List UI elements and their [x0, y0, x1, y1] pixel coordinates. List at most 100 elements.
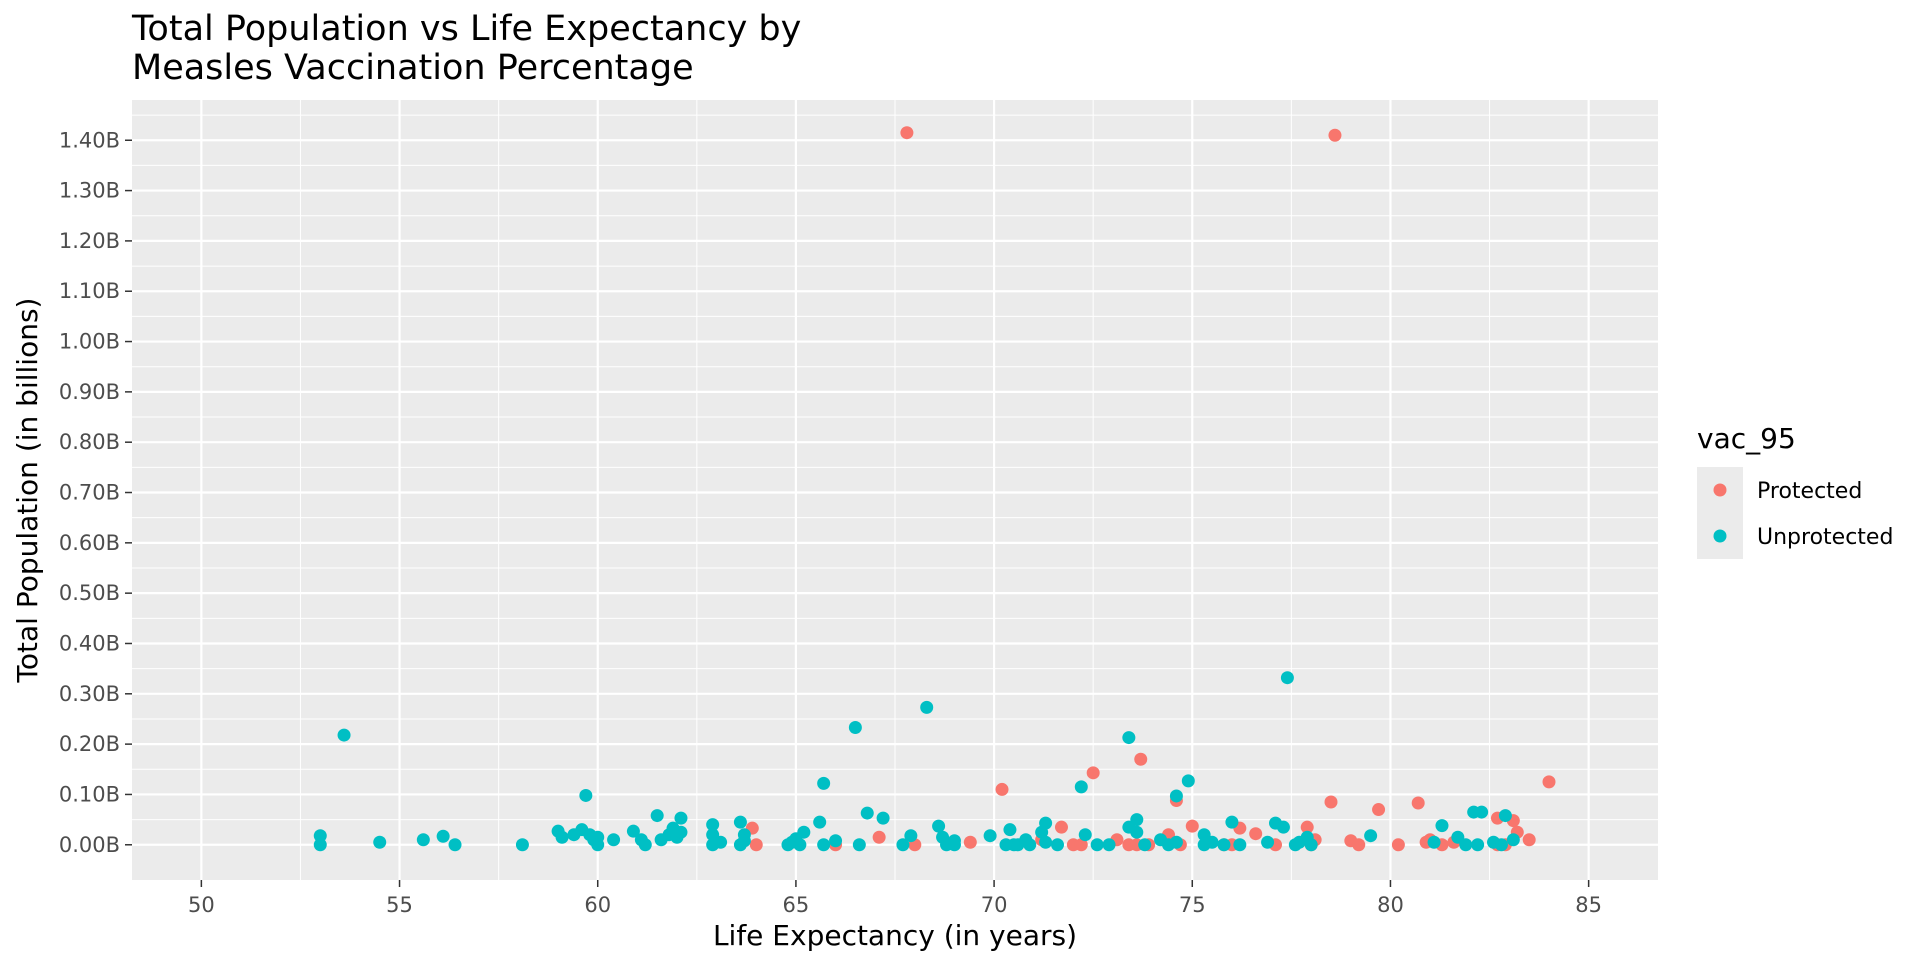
point-unprotected-0: [337, 728, 351, 742]
major-gridlines: [132, 100, 1658, 880]
point-unprotected-106: [1498, 809, 1512, 823]
y-tick-label-3: 0.30B: [59, 682, 120, 706]
point-unprotected-1: [313, 829, 327, 843]
point-protected-11: [1054, 820, 1068, 834]
point-unprotected-31: [714, 835, 728, 849]
point-unprotected-49: [896, 838, 910, 852]
point-protected-36: [1352, 838, 1366, 852]
point-protected-10: [1185, 819, 1199, 833]
x-tick-label-6: 80: [1377, 893, 1404, 917]
x-tick-label-2: 60: [584, 893, 611, 917]
point-unprotected-42: [817, 776, 831, 790]
point-unprotected-9: [555, 830, 569, 844]
point-unprotected-16: [591, 838, 605, 852]
point-protected-17: [872, 830, 886, 844]
y-tick-label-8: 0.80B: [59, 430, 120, 454]
point-unprotected-105: [1494, 838, 1508, 852]
point-unprotected-21: [650, 809, 664, 823]
y-tick-label-10: 1.00B: [59, 330, 120, 354]
x-tick-label-0: 50: [188, 893, 215, 917]
point-unprotected-85: [1217, 838, 1231, 852]
point-unprotected-87: [1233, 838, 1247, 852]
point-protected-37: [1391, 838, 1405, 852]
point-protected-44: [1522, 833, 1536, 847]
point-unprotected-66: [1039, 835, 1053, 849]
point-unprotected-12: [579, 788, 593, 802]
chart-title: Total Population vs Life Expectancy by M…: [131, 9, 801, 88]
y-tick-label-1: 0.10B: [59, 782, 120, 806]
point-unprotected-103: [1471, 838, 1485, 852]
legend: vac_95 Protected Unprotected: [1697, 422, 1893, 559]
point-unprotected-17: [607, 833, 621, 847]
point-unprotected-52: [932, 819, 946, 833]
x-tick-label-7: 85: [1575, 893, 1602, 917]
y-tick-label-0: 0.00B: [59, 833, 120, 857]
point-unprotected-48: [876, 811, 890, 825]
y-tick-label-6: 0.60B: [59, 531, 120, 555]
point-unprotected-72: [1122, 731, 1136, 745]
point-unprotected-74: [1130, 825, 1144, 839]
point-unprotected-84: [1205, 835, 1219, 849]
legend-key-unprotected: [1713, 529, 1727, 543]
point-unprotected-68: [1074, 780, 1088, 794]
x-tick-label-5: 75: [1179, 893, 1206, 917]
y-tick-label-7: 0.70B: [59, 481, 120, 505]
point-protected-1: [1328, 128, 1342, 142]
point-unprotected-26: [674, 811, 688, 825]
point-unprotected-71: [1102, 838, 1116, 852]
point-unprotected-6: [448, 838, 462, 852]
y-tick-label-12: 1.20B: [59, 229, 120, 253]
point-unprotected-86: [1225, 815, 1239, 829]
y-tick-label-14: 1.40B: [59, 128, 120, 152]
y-axis-title: Total Population (in billions): [11, 298, 44, 684]
point-unprotected-75: [1130, 813, 1144, 827]
point-unprotected-51: [920, 700, 934, 714]
point-unprotected-88: [1261, 835, 1275, 849]
point-protected-5: [995, 782, 1009, 796]
point-protected-18: [1249, 827, 1263, 841]
point-unprotected-56: [947, 838, 961, 852]
point-unprotected-32: [733, 815, 747, 829]
point-protected-22: [963, 835, 977, 849]
legend-label-unprotected: Unprotected: [1757, 525, 1893, 550]
y-tick-label-5: 0.50B: [59, 581, 120, 605]
point-unprotected-5: [436, 829, 450, 843]
point-unprotected-28: [706, 818, 720, 832]
point-unprotected-59: [1003, 823, 1017, 837]
point-unprotected-81: [1181, 774, 1195, 788]
point-unprotected-80: [1169, 835, 1183, 849]
point-protected-4: [1086, 766, 1100, 780]
legend-title: vac_95: [1697, 422, 1796, 455]
y-tick-label-4: 0.40B: [59, 631, 120, 655]
point-protected-8: [1372, 803, 1386, 817]
legend-key-background: [1697, 467, 1743, 559]
point-unprotected-70: [1090, 838, 1104, 852]
point-unprotected-107: [1506, 833, 1520, 847]
x-tick-label-4: 70: [981, 893, 1008, 917]
point-unprotected-35: [737, 834, 751, 848]
y-tick-label-9: 0.90B: [59, 380, 120, 404]
point-unprotected-91: [1280, 671, 1294, 685]
y-tick-label-11: 1.10B: [59, 279, 120, 303]
point-unprotected-41: [813, 815, 827, 829]
point-unprotected-102: [1475, 805, 1489, 819]
chart-title-line-2: Measles Vaccination Percentage: [132, 48, 694, 88]
point-protected-0: [900, 126, 914, 140]
point-unprotected-57: [983, 829, 997, 843]
point-unprotected-95: [1304, 838, 1318, 852]
y-tick-label-13: 1.30B: [59, 179, 120, 203]
x-tick-label-1: 55: [386, 893, 413, 917]
point-unprotected-46: [860, 806, 874, 820]
point-protected-12: [1300, 820, 1314, 834]
point-unprotected-47: [852, 838, 866, 852]
point-unprotected-50: [904, 829, 918, 843]
point-protected-27: [1074, 838, 1088, 852]
point-unprotected-63: [1023, 838, 1037, 852]
point-protected-3: [1134, 752, 1148, 766]
point-unprotected-67: [1051, 838, 1065, 852]
point-unprotected-18: [626, 824, 640, 838]
point-unprotected-2: [313, 838, 327, 852]
point-unprotected-20: [638, 838, 652, 852]
point-unprotected-4: [416, 833, 430, 847]
